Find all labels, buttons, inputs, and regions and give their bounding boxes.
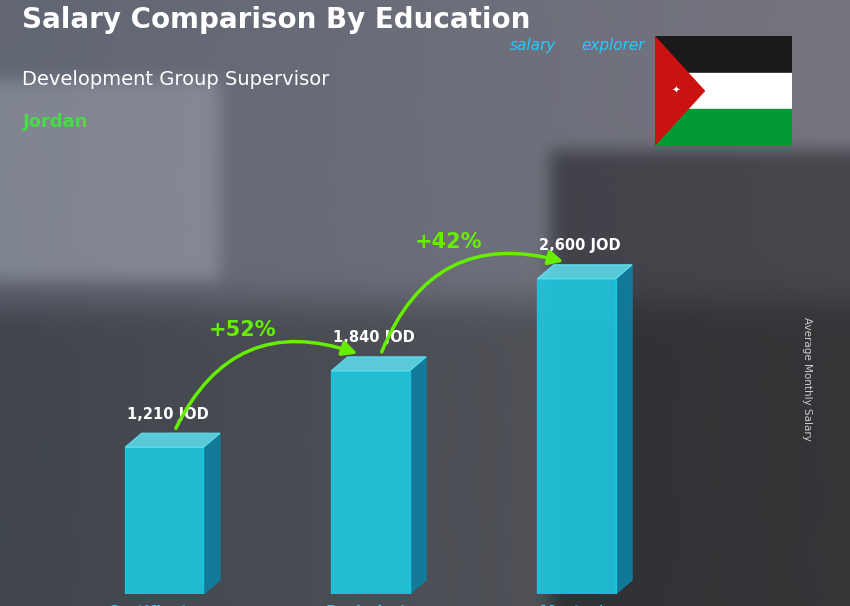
Bar bbox=[332, 371, 410, 594]
Text: .com: .com bbox=[668, 38, 706, 53]
Text: Average Monthly Salary: Average Monthly Salary bbox=[802, 317, 813, 441]
Text: 2,600 JOD: 2,600 JOD bbox=[540, 238, 621, 253]
Polygon shape bbox=[537, 265, 632, 279]
Polygon shape bbox=[615, 265, 632, 594]
Text: explorer: explorer bbox=[581, 38, 645, 53]
Polygon shape bbox=[654, 36, 705, 145]
Text: Development Group Supervisor: Development Group Supervisor bbox=[22, 70, 330, 89]
Text: 1,210 JOD: 1,210 JOD bbox=[128, 407, 209, 422]
Polygon shape bbox=[332, 357, 426, 371]
Polygon shape bbox=[203, 433, 220, 594]
Text: 1,840 JOD: 1,840 JOD bbox=[333, 330, 415, 345]
Polygon shape bbox=[410, 357, 426, 594]
Text: +42%: +42% bbox=[415, 232, 483, 253]
Text: +52%: +52% bbox=[209, 319, 276, 340]
Text: ✦: ✦ bbox=[672, 86, 681, 96]
Bar bbox=[537, 279, 615, 594]
Text: salary: salary bbox=[510, 38, 556, 53]
Bar bbox=[125, 447, 203, 594]
Text: Jordan: Jordan bbox=[22, 113, 88, 131]
Polygon shape bbox=[125, 433, 220, 447]
Text: Salary Comparison By Education: Salary Comparison By Education bbox=[22, 6, 530, 34]
